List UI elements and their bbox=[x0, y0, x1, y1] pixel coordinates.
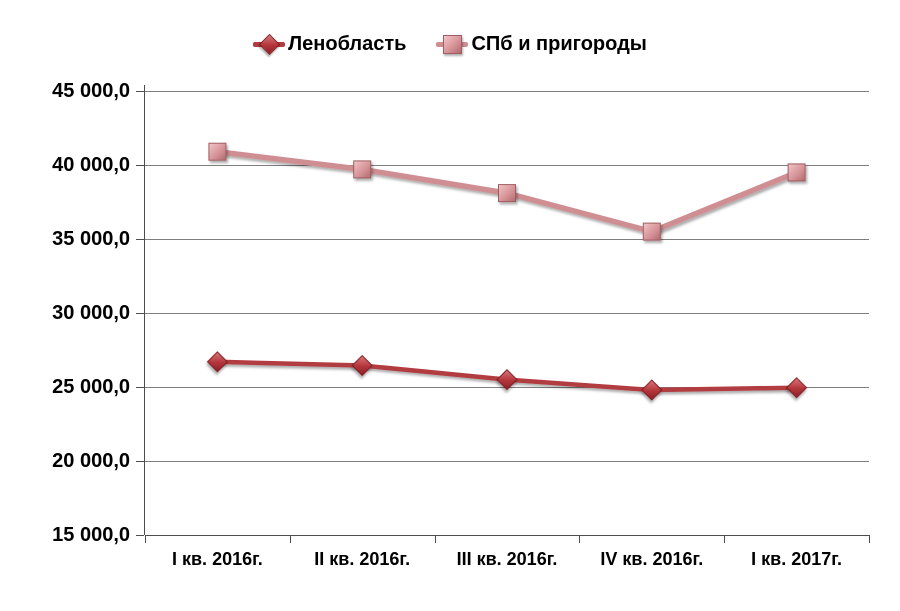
y-axis-tick bbox=[136, 312, 144, 314]
x-axis-label: III кв. 2016г. bbox=[456, 549, 558, 569]
square-icon bbox=[443, 35, 463, 54]
y-axis-tick bbox=[136, 460, 144, 462]
gridline bbox=[145, 90, 869, 92]
x-axis-tick bbox=[289, 535, 291, 543]
gridline bbox=[145, 312, 869, 314]
data-point-0-4[interactable] bbox=[785, 377, 808, 399]
legend-item-lenoblast[interactable]: Ленобласть bbox=[253, 32, 406, 56]
y-axis-tick bbox=[136, 164, 144, 166]
y-axis-tick bbox=[136, 90, 144, 92]
data-point-0-2[interactable] bbox=[496, 368, 518, 391]
data-point-1-0[interactable] bbox=[208, 142, 227, 161]
y-axis-tick bbox=[136, 386, 144, 388]
legend-square-marker-icon bbox=[436, 32, 469, 56]
x-axis-tick bbox=[145, 535, 146, 543]
data-point-0-3[interactable] bbox=[641, 379, 663, 401]
plot-area bbox=[145, 90, 869, 536]
legend-diamond-marker-icon bbox=[253, 32, 286, 56]
x-axis-label: II кв. 2016г. bbox=[314, 549, 411, 569]
y-axis-label: 45 000,0 bbox=[52, 80, 130, 102]
data-point-1-2[interactable] bbox=[498, 184, 516, 203]
y-axis-label: 30 000,0 bbox=[52, 302, 130, 324]
y-axis-label: 40 000,0 bbox=[52, 154, 130, 176]
data-point-0-0[interactable] bbox=[206, 351, 229, 373]
y-axis-label: 15 000,0 bbox=[52, 524, 130, 546]
data-point-1-3[interactable] bbox=[642, 222, 661, 241]
x-axis-label: I кв. 2016г. bbox=[171, 549, 263, 569]
gridline bbox=[145, 164, 869, 166]
legend: Ленобласть СПб и пригороды bbox=[0, 28, 900, 60]
x-axis-tick bbox=[869, 535, 870, 543]
gridline bbox=[145, 460, 869, 462]
y-axis-label: 20 000,0 bbox=[52, 450, 130, 472]
x-axis-tick bbox=[724, 535, 726, 543]
x-axis-line bbox=[145, 534, 869, 536]
y-axis-label: 35 000,0 bbox=[52, 228, 130, 250]
y-axis-line bbox=[144, 85, 145, 535]
legend-label-lenoblast: Ленобласть bbox=[288, 32, 407, 55]
data-point-1-4[interactable] bbox=[787, 163, 806, 182]
x-axis-tick bbox=[579, 535, 581, 543]
x-axis-tick bbox=[434, 535, 436, 543]
series-layer bbox=[206, 142, 808, 401]
y-axis-tick bbox=[136, 534, 144, 536]
data-point-1-1[interactable] bbox=[353, 160, 372, 179]
y-axis-tick bbox=[136, 238, 144, 240]
legend-label-spb: СПб и пригороды bbox=[471, 32, 647, 55]
legend-item-spb[interactable]: СПб и пригороды bbox=[436, 32, 647, 56]
gridline bbox=[145, 238, 869, 240]
data-point-0-1[interactable] bbox=[351, 354, 373, 377]
x-axis-label: I кв. 2017г. bbox=[751, 549, 842, 569]
x-axis-label: IV кв. 2016г. bbox=[600, 549, 704, 569]
diamond-icon bbox=[259, 33, 281, 56]
y-axis-label: 25 000,0 bbox=[52, 376, 130, 398]
